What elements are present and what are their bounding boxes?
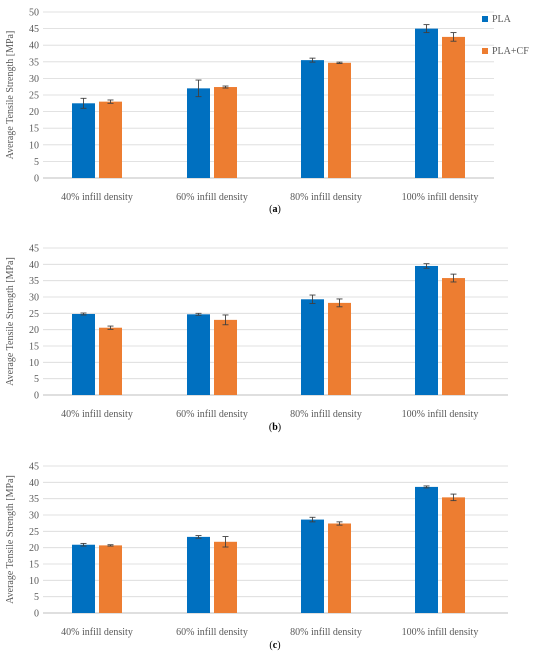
y-axis-label: Average Tensile Strength [MPa] xyxy=(5,257,16,386)
y-tick-label: 40 xyxy=(29,260,39,271)
y-tick-label: 45 xyxy=(29,244,39,255)
y-tick-label: 35 xyxy=(29,494,39,505)
y-tick-label: 10 xyxy=(29,576,39,587)
bar-pla xyxy=(187,314,210,395)
x-tick-label: 40% infill density xyxy=(61,627,133,638)
bar-pla xyxy=(187,536,210,613)
panel-caption: (b) xyxy=(269,422,281,433)
y-tick-label: 45 xyxy=(29,462,39,473)
y-tick-label: 10 xyxy=(29,358,39,369)
legend-label: PLA+CF xyxy=(492,46,529,57)
bar-pla-cf xyxy=(99,101,122,178)
y-tick-label: 40 xyxy=(29,478,39,489)
y-tick-label: 5 xyxy=(34,374,39,385)
y-tick-label: 5 xyxy=(34,592,39,603)
x-tick-label: 80% infill density xyxy=(290,192,362,203)
bar-pla-cf xyxy=(442,278,465,395)
legend-label: PLA xyxy=(492,14,512,25)
y-tick-label: 45 xyxy=(29,24,39,35)
y-tick-label: 35 xyxy=(29,276,39,287)
x-tick-label: 80% infill density xyxy=(290,627,362,638)
y-tick-label: 25 xyxy=(29,91,39,102)
y-tick-label: 35 xyxy=(29,57,39,68)
panel-caption: (a) xyxy=(269,204,281,215)
bar-pla-cf xyxy=(328,523,351,613)
caption-paren-close: ) xyxy=(277,640,280,651)
caption-letter: b xyxy=(272,422,278,433)
y-tick-label: 0 xyxy=(34,174,39,185)
legend-swatch-pla xyxy=(482,16,488,22)
chart-panel-a: 0 5 10 15 20 25 30 35 40 45 50 Average Tensile Stre… xyxy=(5,8,529,216)
legend: PLA PLA+CF xyxy=(482,14,529,57)
bar-pla-cf xyxy=(214,319,237,395)
y-tick-label: 25 xyxy=(29,527,39,538)
y-tick-label: 10 xyxy=(29,140,39,151)
y-tick-label: 40 xyxy=(29,41,39,52)
y-tick-label: 20 xyxy=(29,107,39,118)
bar-pla xyxy=(415,265,438,395)
y-tick-label: 20 xyxy=(29,325,39,336)
y-tick-label: 30 xyxy=(29,511,39,522)
y-tick-label: 25 xyxy=(29,309,39,320)
x-tick-label: 60% infill density xyxy=(176,627,248,638)
y-tick-label: 30 xyxy=(29,74,39,85)
caption-paren-close: ) xyxy=(278,422,281,433)
y-tick-label: 5 xyxy=(34,157,39,168)
bar-pla-cf xyxy=(214,541,237,613)
y-tick-label: 20 xyxy=(29,543,39,554)
y-tick-label: 30 xyxy=(29,293,39,304)
bar-pla xyxy=(415,486,438,613)
panel-caption: (c) xyxy=(269,640,280,651)
bar-pla-cf xyxy=(442,36,465,179)
y-axis-label: Average Tensile Strength [MPa] xyxy=(5,31,16,160)
x-tick-label: 80% infill density xyxy=(290,409,362,420)
x-tick-label: 60% infill density xyxy=(176,192,248,203)
y-tick-label: 15 xyxy=(29,124,39,135)
y-axis-label: Average Tensile Strength [MPa] xyxy=(5,475,16,604)
x-tick-label: 100% infill density xyxy=(402,409,479,420)
bar-pla xyxy=(415,28,438,178)
bar-pla-cf xyxy=(214,87,237,178)
caption-paren-close: ) xyxy=(278,204,281,215)
bar-pla-cf xyxy=(99,545,122,613)
x-tick-label: 100% infill density xyxy=(402,192,479,203)
chart-panel-b: 0 5 10 15 20 25 30 35 40 45 Average Tensile Streng… xyxy=(5,244,508,433)
bar-pla xyxy=(187,88,210,178)
bar-pla xyxy=(72,103,95,178)
caption-letter: c xyxy=(273,640,278,651)
y-tick-label: 0 xyxy=(34,609,39,620)
y-tick-label: 15 xyxy=(29,560,39,571)
bar-pla xyxy=(72,544,95,613)
x-tick-label: 100% infill density xyxy=(402,627,479,638)
caption-paren-open: ( xyxy=(269,422,273,433)
caption-letter: a xyxy=(273,204,278,215)
bar-pla xyxy=(72,313,95,395)
bar-pla xyxy=(301,60,324,178)
x-tick-label: 40% infill density xyxy=(61,192,133,203)
y-tick-label: 50 xyxy=(29,8,39,19)
y-tick-label: 0 xyxy=(34,391,39,402)
bar-pla xyxy=(301,299,324,395)
legend-swatch-pla-cf xyxy=(482,48,488,54)
x-tick-label: 60% infill density xyxy=(176,409,248,420)
x-tick-label: 40% infill density xyxy=(61,409,133,420)
bar-pla xyxy=(301,519,324,613)
caption-paren-open: ( xyxy=(269,640,273,651)
bar-pla-cf xyxy=(328,302,351,395)
caption-paren-open: ( xyxy=(269,204,273,215)
y-tick-label: 15 xyxy=(29,342,39,353)
bar-pla-cf xyxy=(442,497,465,613)
bar-pla-cf xyxy=(328,62,351,178)
chart-panel-c: 0 5 10 15 20 25 30 35 40 45 Average Tensile Streng… xyxy=(5,462,508,651)
bar-pla-cf xyxy=(99,327,122,395)
